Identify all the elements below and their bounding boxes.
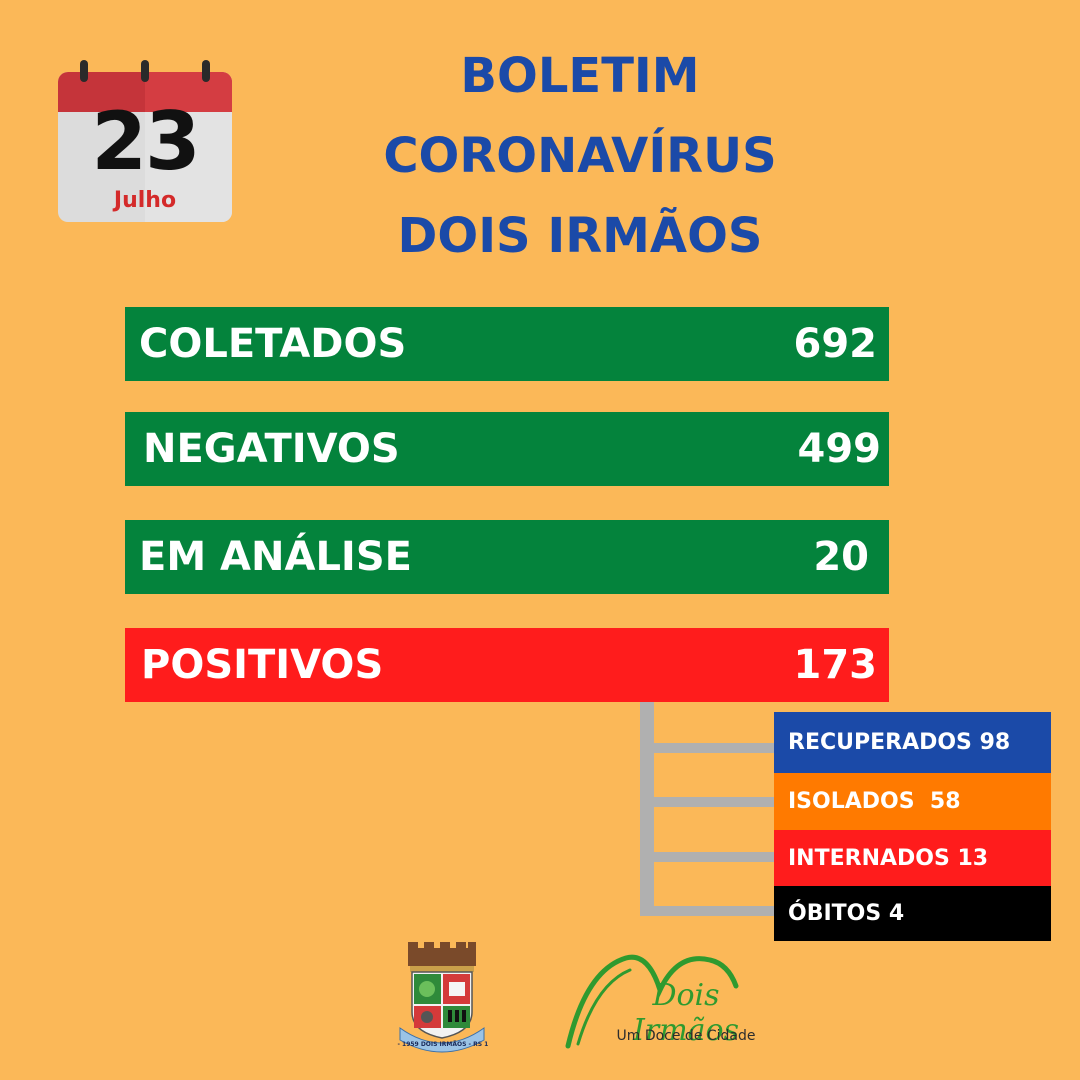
brand-name: Dois Irmãos: [633, 978, 739, 1048]
crest-ribbon-text: Nº 10 - 1959 DOIS IRMÃOS - RS 10 - 09: [396, 1041, 488, 1048]
tree-branch: [640, 743, 774, 753]
title-line-3: DOIS IRMÃOS: [397, 208, 763, 264]
calendar-ring: [202, 60, 210, 82]
stat-label: NEGATIVOS: [143, 426, 400, 472]
calendar-month: Julho: [113, 188, 177, 213]
stat-label: EM ANÁLISE: [139, 534, 412, 580]
sub-internados: INTERNADOS 13: [774, 830, 1051, 886]
stat-bar-negativos: NEGATIVOS 499: [125, 412, 889, 486]
calendar-icon: 23 Julho: [58, 60, 232, 222]
calendar-ring: [80, 60, 88, 82]
municipal-crest-logo: Nº 10 - 1959 DOIS IRMÃOS - RS 10 - 09: [396, 942, 488, 1053]
title-line-2: CORONAVÍRUS: [383, 128, 777, 184]
page-title: BOLETIM CORONAVÍRUS DOIS IRMÃOS: [320, 36, 840, 276]
stat-value: 20: [813, 534, 869, 580]
sub-isolados: ISOLADOS 58: [774, 773, 1051, 830]
stat-label: POSITIVOS: [141, 642, 384, 688]
brand-tagline: Um Doce de Cidade: [616, 1028, 756, 1044]
tree-branch: [640, 797, 774, 807]
stat-value: 692: [793, 321, 878, 367]
stat-value: 173: [793, 642, 878, 688]
tree-connector: [640, 702, 654, 916]
tree-branch: [640, 906, 774, 916]
stat-bar-em-analise: EM ANÁLISE 20: [125, 520, 889, 594]
stat-bar-positivos: POSITIVOS 173: [125, 628, 889, 702]
sub-obitos: ÓBITOS 4: [774, 886, 1051, 941]
stat-label: COLETADOS: [139, 321, 407, 367]
calendar-day: 23: [91, 95, 200, 188]
hills-icon: [565, 954, 739, 1049]
dois-irmaos-brand-logo: Dois Irmãos Um Doce de Cidade: [560, 950, 780, 1054]
stat-value: 499: [797, 426, 882, 472]
calendar-page: [58, 72, 232, 222]
calendar-ring: [141, 60, 149, 82]
tree-branch: [640, 852, 774, 862]
sub-recuperados: RECUPERADOS 98: [774, 712, 1051, 773]
title-line-1: BOLETIM: [460, 48, 700, 104]
stat-bar-coletados: COLETADOS 692: [125, 307, 889, 381]
